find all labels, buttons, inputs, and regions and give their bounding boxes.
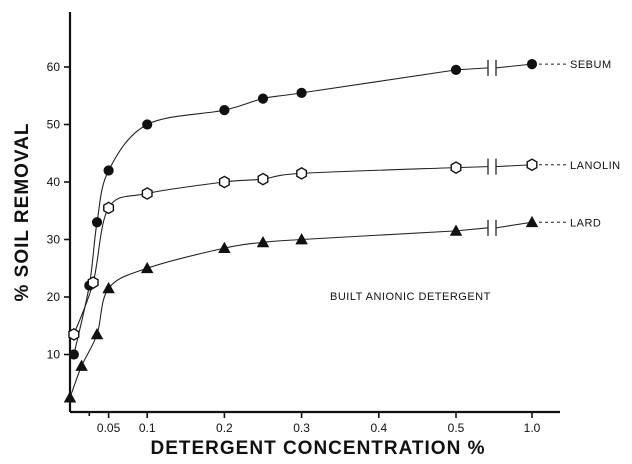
sebum-point: [450, 64, 462, 75]
lard-curve: [69, 230, 457, 398]
sebum-point: [257, 93, 269, 104]
y-ticks: 10 20 30 40 50 60: [47, 60, 70, 362]
annotation: BUILT ANIONIC DETERGENT: [330, 291, 491, 303]
y-axis-title: % SOIL REMOVAL: [12, 122, 33, 301]
x-tick-label: 0.3: [293, 421, 310, 435]
lanolin-point: [218, 175, 230, 189]
series-labels: SEBUM LANOLIN LARD: [570, 59, 621, 229]
lanolin-point: [87, 276, 99, 290]
sebum-point: [526, 59, 538, 70]
lanolin-point: [257, 172, 269, 186]
lanolin-point: [526, 158, 538, 172]
sebum-point: [219, 105, 230, 116]
lard-point: [256, 235, 270, 248]
sebum-curve-end: [495, 63, 533, 69]
x-tick-label: 0.2: [216, 421, 233, 435]
lard-point: [295, 233, 308, 245]
x-tick-label: 1.0: [524, 421, 541, 435]
lard-point: [90, 327, 104, 340]
y-tick-label: 50: [47, 118, 61, 132]
x-ticks: 0.05 0.1 0.2 0.3 0.4 0.5 1.0: [88, 412, 541, 435]
sebum-point: [296, 87, 307, 98]
lard-curve-end: [495, 221, 533, 229]
fit-curves: [69, 59, 566, 398]
sebum-point: [68, 349, 79, 360]
sebum-curve-tail: [455, 67, 489, 71]
lard-point: [218, 241, 231, 253]
x-tick-label: 0.1: [139, 421, 156, 435]
lanolin-point: [68, 327, 80, 341]
sebum-point: [91, 217, 103, 228]
lard-label: LARD: [570, 217, 601, 229]
x-tick-label: 0.5: [448, 421, 465, 435]
sebum-point: [142, 119, 153, 130]
lard-point: [525, 215, 539, 228]
y-tick-label: 40: [47, 175, 61, 189]
y-tick-label: 60: [47, 60, 61, 74]
data-markers: [63, 59, 539, 403]
lard-point: [140, 261, 154, 274]
lanolin-point: [296, 166, 308, 180]
y-tick-label: 10: [47, 348, 61, 362]
plot-area: 10 20 30 40 50 60 0.05 0.1 0.2 0.3 0.4 0.5 1.0 SEBU…: [47, 12, 621, 435]
x-axis-title: DETERGENT CONCENTRATION %: [151, 438, 486, 459]
lanolin-point: [141, 187, 153, 200]
lanolin-curve: [73, 167, 457, 335]
lard-point: [449, 224, 463, 236]
lard-curve-tail: [455, 227, 489, 232]
lard-point: [63, 391, 77, 403]
sebum-point: [103, 165, 114, 176]
y-tick-label: 20: [47, 290, 61, 304]
lanolin-curve-end: [495, 164, 533, 168]
x-tick-label: 0.05: [97, 421, 121, 435]
lanolin-point: [450, 161, 462, 175]
sebum-curve: [73, 69, 457, 355]
y-tick-label: 30: [47, 233, 61, 247]
lanolin-point: [103, 201, 115, 215]
x-tick-label: 0.4: [370, 421, 387, 435]
lard-point: [75, 359, 88, 371]
sebum-label: SEBUM: [570, 59, 612, 71]
lard-point: [102, 281, 115, 294]
lanolin-label: LANOLIN: [570, 160, 621, 172]
